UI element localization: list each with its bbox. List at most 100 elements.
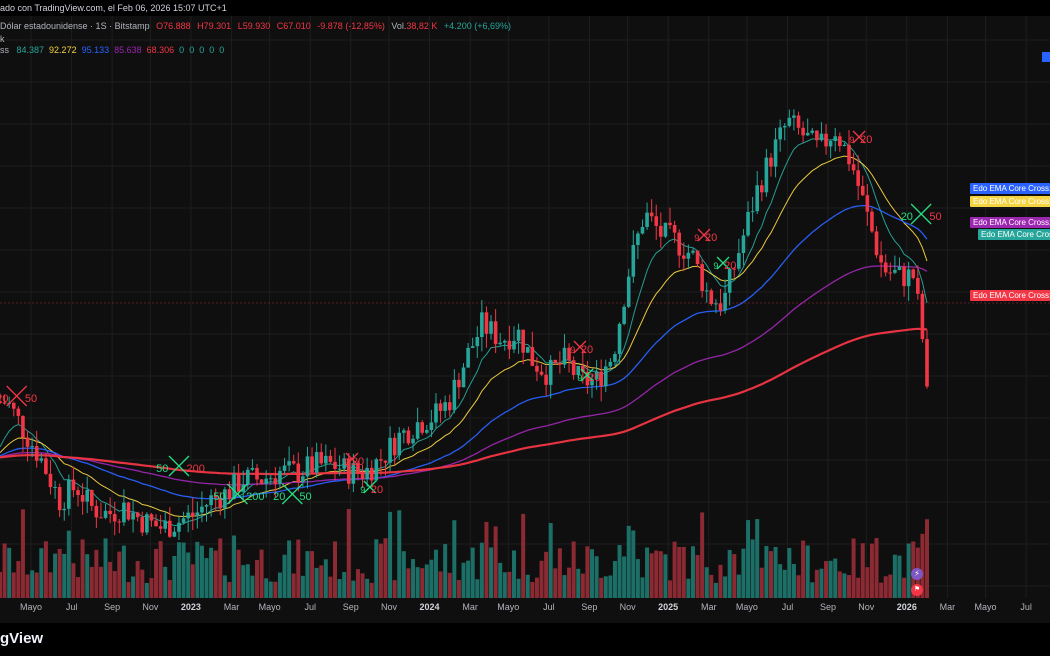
volume-bar bbox=[319, 565, 324, 598]
volume-bar bbox=[824, 561, 829, 598]
volume-bar bbox=[25, 574, 30, 598]
volume-bar bbox=[126, 582, 131, 598]
cross-marker bbox=[716, 256, 730, 270]
candle-body bbox=[833, 136, 838, 141]
volume-bar bbox=[805, 545, 810, 598]
candle-body bbox=[434, 403, 438, 423]
indicator-legend[interactable]: ss 84.387 92.272 95.133 85.638 68.306 0 0 0 0 0 bbox=[0, 45, 234, 55]
volume-bar bbox=[603, 576, 608, 598]
candle-body bbox=[268, 478, 273, 480]
volume-bar bbox=[245, 564, 250, 598]
volume-bar bbox=[819, 568, 824, 598]
volume-bar bbox=[539, 560, 544, 598]
candle-body bbox=[438, 403, 443, 411]
candle-body bbox=[796, 115, 801, 128]
candle-body bbox=[888, 272, 893, 274]
candle-body bbox=[443, 402, 447, 411]
volume-bar bbox=[62, 553, 67, 598]
indicator-value: 95.133 bbox=[81, 45, 110, 55]
volume-bar bbox=[167, 579, 172, 598]
flash-icon[interactable]: ⚡ bbox=[911, 568, 923, 580]
candle-body bbox=[2, 402, 7, 404]
ema-line bbox=[0, 137, 928, 527]
candle-body bbox=[374, 459, 379, 481]
candle-body bbox=[723, 292, 727, 311]
volume-bar bbox=[580, 573, 585, 598]
candle-body bbox=[351, 463, 356, 484]
volume-bar bbox=[30, 570, 35, 598]
candle-body bbox=[131, 512, 135, 520]
candle-body bbox=[815, 130, 819, 141]
volume-bar bbox=[209, 547, 214, 598]
candle-body bbox=[99, 517, 103, 519]
cross-label: 9 bbox=[570, 345, 575, 355]
volume-bar bbox=[355, 569, 360, 598]
price-tag: Edo EMA Core Cross:: bbox=[970, 196, 1050, 207]
candle-body bbox=[346, 458, 351, 484]
symbol-legend[interactable]: Dólar estadounidense · 1S · Bitstamp O76… bbox=[0, 21, 515, 31]
volume-bar bbox=[493, 526, 498, 598]
volume-bar bbox=[837, 571, 842, 598]
candle-body bbox=[0, 402, 2, 403]
time-tick-label: Mayo bbox=[497, 602, 519, 612]
volume-bar bbox=[466, 560, 471, 598]
candle-body bbox=[576, 365, 581, 375]
volume-bar bbox=[232, 535, 237, 598]
candle-body bbox=[672, 225, 677, 233]
volume-bar bbox=[507, 571, 512, 598]
candle-body bbox=[25, 437, 30, 447]
volume-bar bbox=[273, 581, 278, 598]
candle-body bbox=[145, 514, 149, 533]
volume-bar bbox=[11, 572, 16, 598]
volume-bar bbox=[415, 567, 420, 598]
candle-body bbox=[718, 303, 723, 311]
candle-body bbox=[282, 465, 287, 471]
candle-body bbox=[842, 144, 847, 147]
candle-body bbox=[911, 269, 916, 278]
candle-body bbox=[213, 495, 218, 498]
cross-label: 20 bbox=[273, 491, 285, 503]
candle-body bbox=[558, 362, 562, 365]
candle-body bbox=[324, 455, 328, 464]
candle-body bbox=[388, 437, 392, 463]
candle-body bbox=[553, 359, 558, 363]
candle-body bbox=[420, 422, 425, 433]
volume-bar bbox=[479, 542, 484, 598]
volume-bar bbox=[732, 554, 737, 598]
candle-body bbox=[539, 371, 544, 375]
volume-bar bbox=[502, 572, 507, 598]
candle-body bbox=[356, 463, 360, 474]
time-tick-label: 2025 bbox=[658, 602, 678, 612]
volume-bar bbox=[567, 567, 572, 598]
indicator-value: 0 bbox=[209, 45, 215, 55]
volume-bar bbox=[658, 551, 663, 598]
flag-icon[interactable]: ⚑ bbox=[911, 584, 923, 596]
candle-body bbox=[686, 252, 691, 259]
volume-bar bbox=[856, 577, 861, 598]
volume-bar bbox=[176, 542, 181, 598]
cross-marker bbox=[281, 483, 303, 505]
candle-body bbox=[21, 415, 25, 438]
volume-bar bbox=[544, 551, 549, 598]
volume-bar bbox=[746, 520, 751, 598]
volume-bar bbox=[392, 580, 397, 598]
volume-bar bbox=[250, 575, 255, 598]
candle-body bbox=[163, 520, 168, 529]
candle-body bbox=[112, 514, 117, 522]
volume-bar bbox=[337, 579, 342, 598]
volume-bar bbox=[846, 575, 851, 598]
candle-body bbox=[71, 479, 76, 491]
candle-body bbox=[893, 269, 897, 273]
volume-bar bbox=[190, 564, 195, 598]
ema-line bbox=[0, 204, 928, 500]
time-tick-label: Mayo bbox=[736, 602, 758, 612]
time-axis: Mayo Jul Sep Nov 2023 Mar Mayo Jul Sep Nov 2024 Mar… bbox=[20, 602, 1032, 612]
candle-body bbox=[649, 212, 654, 217]
chart-grid bbox=[0, 16, 1050, 598]
indicator-value: 92.272 bbox=[49, 45, 77, 55]
volume-bar bbox=[590, 549, 595, 598]
candle-body bbox=[902, 266, 906, 287]
candle-body bbox=[264, 478, 268, 484]
candle-body bbox=[613, 353, 617, 362]
